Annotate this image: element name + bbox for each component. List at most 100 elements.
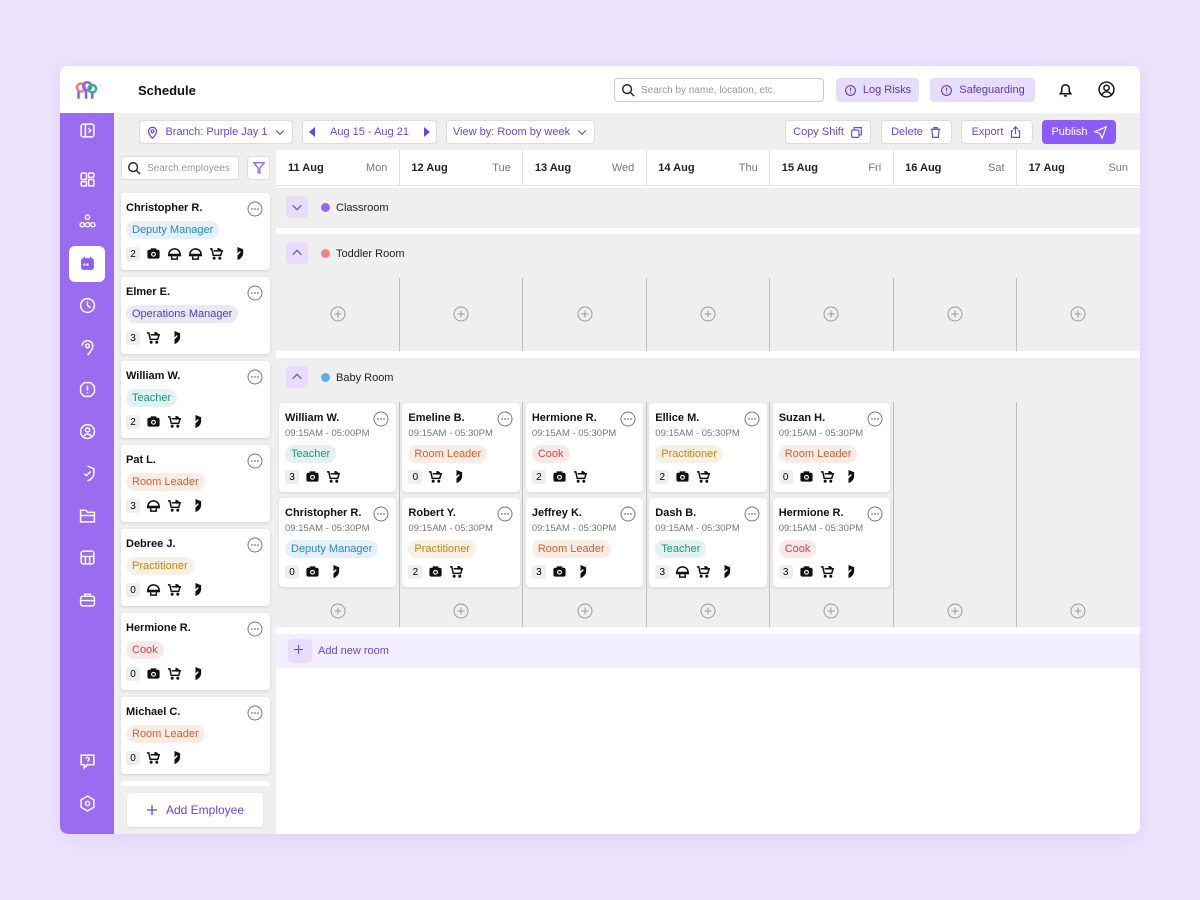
qualification-count: 3 [126, 331, 140, 345]
qualification-icon [234, 246, 244, 261]
add-shift-button[interactable] [947, 306, 963, 322]
shift-card[interactable]: Christopher R. 09:15AM - 05:30PM Deputy Ma… [279, 498, 397, 587]
toolbar-action[interactable]: Publish [1042, 120, 1116, 144]
qualification-icon [167, 415, 182, 428]
shift-card[interactable]: Jeffrey K. 09:15AM - 05:30PM Room Leader 3 [525, 498, 644, 587]
add-shift-button[interactable] [330, 306, 346, 322]
cell-divider [892, 402, 894, 627]
qualification-icon [192, 414, 202, 429]
add-shift-button[interactable] [453, 306, 469, 322]
qualification-count: 2 [126, 247, 140, 261]
logo [75, 80, 98, 99]
shift-card[interactable]: Suzan H. 09:15AM - 05:30PM Room Leader 0 [772, 403, 891, 492]
header-button[interactable]: Log Risks [836, 78, 919, 102]
employee-card-partial [121, 781, 270, 787]
shift-card[interactable]: Emeline B. 09:15AM - 05:30PM Room Leader 0 [402, 403, 520, 492]
qualification-icon [450, 565, 464, 578]
next-icon[interactable] [423, 127, 431, 137]
qualification-icon [167, 248, 182, 260]
cell-divider [398, 278, 400, 351]
toolbar-action[interactable]: Delete [881, 120, 952, 144]
role-tag: Room Leader [408, 445, 488, 463]
role-tag: Room Leader [126, 725, 205, 743]
search-box[interactable]: Search by name, location, etc. [614, 78, 824, 102]
action-icon [850, 126, 862, 138]
employee-card[interactable]: Hermione R. Cook 0 [121, 613, 270, 690]
qualification-icon [171, 750, 181, 765]
more-button [497, 411, 513, 427]
prev-icon[interactable] [308, 127, 316, 137]
room-toggle[interactable] [286, 196, 308, 218]
toolbar-action[interactable]: Copy Shift [785, 120, 871, 144]
branch-select[interactable]: Branch: Purple Jay 1 [139, 120, 293, 144]
action-icon [930, 126, 941, 138]
shift-card[interactable]: Hermione R. 09:15AM - 05:30PM Cook 2 [525, 403, 644, 492]
shift-time: 09:15AM - 05:30PM [655, 523, 740, 534]
qualification-icon [676, 471, 689, 482]
add-shift-button[interactable] [823, 603, 839, 619]
filter-button[interactable] [247, 156, 270, 180]
chevron-icon [292, 204, 302, 211]
cell-divider [522, 278, 524, 351]
employee-search[interactable]: Search employees [121, 156, 239, 180]
shift-card[interactable]: Robert Y. 09:15AM - 05:30PM Practitioner 2 [402, 498, 520, 587]
plus-icon [146, 805, 157, 815]
add-shift-button[interactable] [1070, 306, 1086, 322]
add-room-button[interactable] [288, 639, 312, 663]
column-divider [522, 150, 524, 186]
day-weekday: Thu [738, 162, 758, 174]
shift-card[interactable]: Ellice M. 09:15AM - 05:30PM Practitioner 2 [649, 403, 767, 492]
employee-card[interactable]: Debree J. Practitioner 0 [121, 529, 270, 606]
add-shift-button[interactable] [577, 306, 593, 322]
add-shift-button[interactable] [947, 603, 963, 619]
shift-card[interactable]: Dash B. 09:15AM - 05:30PM Teacher 3 [649, 498, 767, 587]
toolbar-action[interactable]: Export [961, 120, 1033, 144]
add-employee-button[interactable]: Add Employee [127, 793, 263, 827]
add-shift-button[interactable] [1070, 603, 1086, 619]
view-select[interactable]: View by: Room by week [446, 120, 595, 144]
qualification-icon [721, 564, 731, 579]
nav-icon [83, 465, 95, 482]
qualification-count: 3 [285, 470, 299, 484]
more-button [247, 201, 263, 217]
shift-employee: Emeline B. [408, 412, 465, 424]
qualification-icon [820, 470, 834, 483]
employee-card[interactable]: William W. Teacher 2 [121, 361, 270, 438]
more-button [247, 705, 263, 721]
add-shift-button[interactable] [453, 603, 469, 619]
employee-name: Elmer E. [126, 286, 171, 298]
search-icon [622, 84, 635, 97]
role-tag: Operations Manager [126, 305, 239, 323]
header-button[interactable]: Safeguarding [930, 78, 1035, 102]
more-button [247, 621, 263, 637]
employee-card[interactable]: Christopher R. Deputy Manager 2 [121, 193, 270, 270]
more-button [247, 285, 263, 301]
add-shift-button[interactable] [577, 603, 593, 619]
add-shift-button[interactable] [823, 306, 839, 322]
qualification-count: 3 [655, 565, 670, 579]
room-toggle[interactable] [286, 366, 308, 388]
qualification-icon [167, 499, 182, 512]
shift-card[interactable]: William W. 09:15AM - 05:00PM Teacher 3 [279, 403, 397, 492]
more-button [620, 506, 636, 522]
date-range[interactable]: Aug 15 - Aug 21 [302, 120, 437, 144]
shift-card[interactable]: Hermione R. 09:15AM - 05:30PM Cook 3 [772, 498, 891, 587]
nav-icon [79, 381, 96, 398]
qualification-icon [146, 331, 161, 344]
qualification-icon [697, 565, 711, 578]
cell-divider [769, 402, 771, 627]
add-room-label[interactable]: Add new room [318, 645, 389, 657]
filter-icon [252, 162, 266, 175]
room-dot [321, 203, 330, 212]
room-toggle[interactable] [286, 242, 308, 264]
add-shift-button[interactable] [330, 603, 346, 619]
employee-card[interactable]: Elmer E. Operations Manager 3 [121, 277, 270, 354]
add-shift-button[interactable] [700, 603, 716, 619]
profile-icon [1098, 81, 1115, 98]
employee-card[interactable]: Michael C. Room Leader 0 [121, 697, 270, 774]
more-button [497, 506, 513, 522]
employee-card[interactable]: Pat L. Room Leader 3 [121, 445, 270, 522]
role-tag: Teacher [285, 445, 337, 463]
nav-icon [79, 214, 96, 228]
add-shift-button[interactable] [700, 306, 716, 322]
